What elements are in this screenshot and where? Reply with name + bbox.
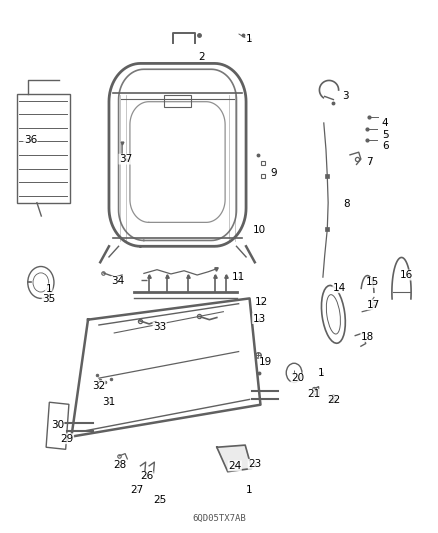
Text: 13: 13	[253, 313, 266, 324]
Text: 20: 20	[291, 373, 304, 383]
Text: 33: 33	[153, 322, 166, 332]
Text: 35: 35	[42, 294, 55, 304]
Text: 1: 1	[245, 485, 252, 495]
Text: 17: 17	[367, 300, 380, 310]
Text: 6QD05TX7AB: 6QD05TX7AB	[192, 514, 246, 523]
Text: 1: 1	[246, 34, 253, 44]
Text: 32: 32	[92, 381, 105, 391]
Text: 2: 2	[198, 52, 205, 61]
Text: 29: 29	[60, 434, 74, 444]
Text: 26: 26	[140, 472, 153, 481]
Bar	[164, 95, 191, 107]
Text: 22: 22	[327, 395, 340, 406]
Text: 10: 10	[253, 225, 266, 236]
Text: 21: 21	[307, 389, 321, 399]
Text: 6: 6	[382, 141, 389, 151]
Text: 25: 25	[153, 495, 167, 505]
Text: 23: 23	[248, 459, 261, 469]
Text: 15: 15	[366, 278, 379, 287]
Text: 31: 31	[102, 397, 116, 407]
Text: 7: 7	[366, 157, 373, 167]
Text: 8: 8	[343, 199, 350, 209]
Text: 3: 3	[343, 91, 349, 101]
Text: 12: 12	[255, 296, 268, 306]
Text: 19: 19	[259, 357, 272, 367]
Text: 24: 24	[228, 461, 241, 471]
Text: 1: 1	[46, 284, 52, 294]
Text: 28: 28	[113, 460, 126, 470]
Bar	[46, 402, 69, 449]
Text: 37: 37	[119, 154, 132, 164]
Text: 4: 4	[381, 118, 388, 128]
Text: 27: 27	[130, 485, 144, 495]
Text: 14: 14	[333, 283, 346, 293]
Text: 30: 30	[51, 420, 64, 430]
Text: 5: 5	[382, 130, 389, 140]
Text: 16: 16	[400, 270, 413, 280]
Text: 11: 11	[232, 272, 245, 282]
Text: 9: 9	[270, 168, 277, 179]
Text: 34: 34	[111, 277, 124, 286]
Bar	[17, 94, 70, 203]
Text: 1: 1	[318, 368, 325, 378]
Polygon shape	[217, 445, 252, 472]
Text: 36: 36	[24, 135, 37, 145]
Text: 18: 18	[361, 332, 374, 342]
